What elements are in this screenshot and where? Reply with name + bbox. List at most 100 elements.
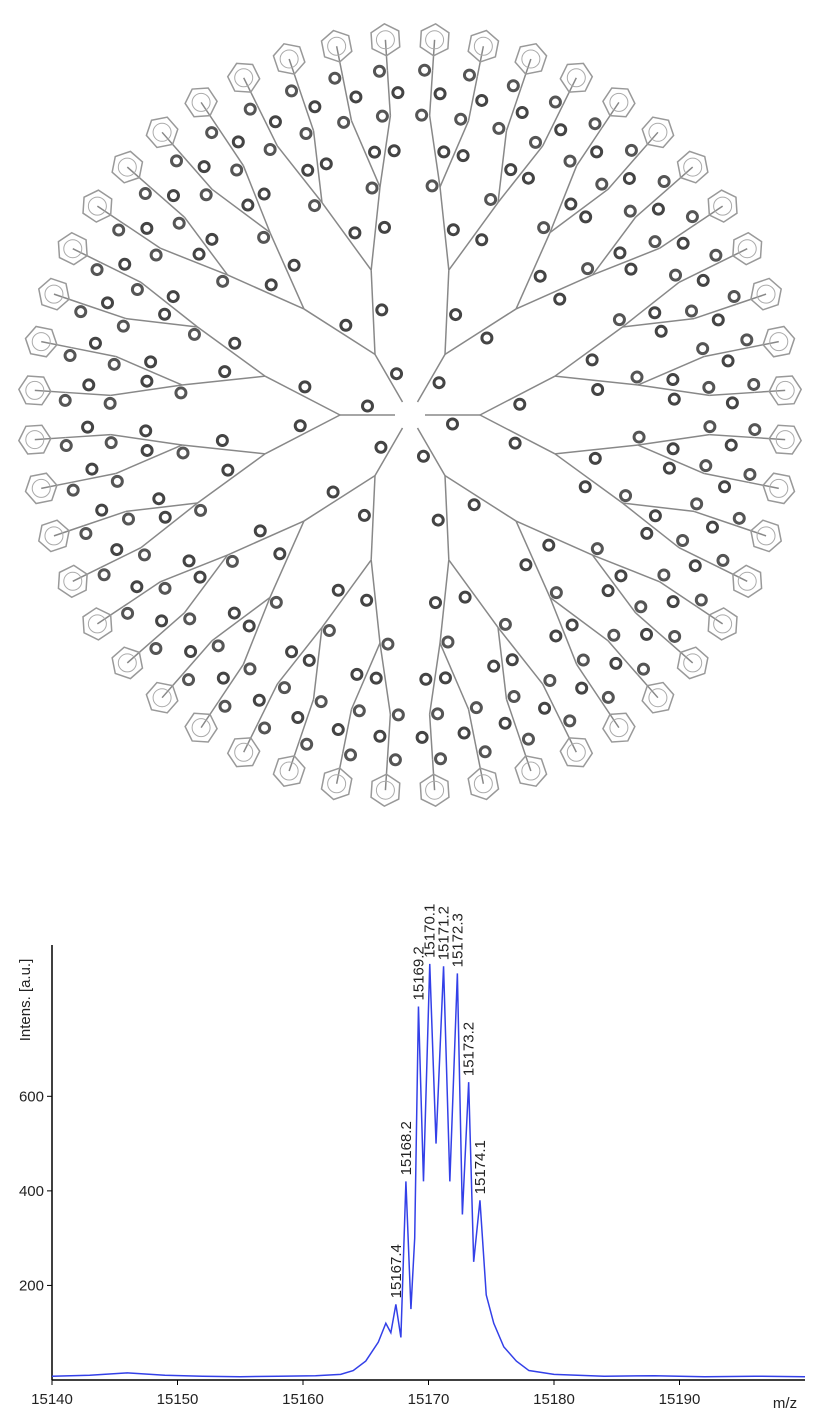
oxygen-atom (692, 499, 702, 509)
oxygen-atom (420, 65, 430, 75)
oxygen-atom (139, 550, 149, 560)
oxygen-atom (265, 144, 275, 154)
oxygen-atom (270, 117, 280, 127)
bond (709, 392, 754, 395)
bond (116, 445, 182, 474)
bond (387, 71, 390, 116)
oxygen-atom (550, 97, 560, 107)
oxygen-atom (597, 179, 607, 189)
oxygen-atom (510, 438, 520, 448)
oxygen-atom (275, 549, 285, 559)
oxygen-atom (354, 706, 364, 716)
oxygen-atom (551, 588, 561, 598)
y-tick-label: 400 (19, 1183, 44, 1200)
oxygen-atom (603, 586, 613, 596)
oxygen-atom (439, 147, 449, 157)
oxygen-atom (367, 183, 377, 193)
oxygen-atom (259, 232, 269, 242)
oxygen-atom (140, 189, 150, 199)
oxygen-atom (659, 177, 669, 187)
oxygen-atom (626, 264, 636, 274)
oxygen-atom (521, 560, 531, 570)
bond (351, 643, 380, 709)
oxygen-atom (745, 469, 755, 479)
bond (277, 146, 322, 203)
oxygen-atom (132, 582, 142, 592)
bond (555, 327, 623, 376)
bond (709, 435, 754, 438)
oxygen-atom (587, 355, 597, 365)
oxygen-atom (106, 438, 116, 448)
oxygen-atom (132, 284, 142, 294)
bond (638, 445, 704, 474)
bond (608, 641, 638, 675)
oxygen-atom (142, 376, 152, 386)
bond (351, 121, 380, 187)
oxygen-atom (580, 482, 590, 492)
oxygen-atom (393, 88, 403, 98)
oxygen-atom (87, 464, 97, 474)
y-tick-label: 600 (19, 1088, 44, 1105)
oxygen-atom (469, 500, 479, 510)
oxygen-atom (189, 329, 199, 339)
oxygen-atom (435, 89, 445, 99)
x-tick-label: 15150 (157, 1391, 199, 1408)
oxygen-atom (185, 614, 195, 624)
oxygen-atom (609, 630, 619, 640)
oxygen-atom (207, 234, 217, 244)
bond (228, 275, 304, 309)
oxygen-atom (448, 419, 458, 429)
oxygen-atom (316, 697, 326, 707)
oxygen-atom (184, 556, 194, 566)
oxygen-atom (616, 571, 626, 581)
oxygen-atom (480, 747, 490, 757)
oxygen-atom (60, 395, 70, 405)
bond (141, 282, 198, 327)
bond (440, 643, 469, 709)
oxygen-atom (287, 86, 297, 96)
oxygen-atom (456, 114, 466, 124)
oxygen-atom (389, 146, 399, 156)
bond (638, 356, 704, 385)
oxygen-atom (701, 461, 711, 471)
oxygen-atom (687, 212, 697, 222)
oxygen-atom (377, 305, 387, 315)
oxygen-atom (578, 655, 588, 665)
bond (116, 356, 182, 385)
oxygen-atom (678, 536, 688, 546)
bond (371, 476, 375, 560)
oxygen-atom (698, 275, 708, 285)
oxygen-atom (339, 117, 349, 127)
bond (516, 233, 550, 309)
oxygen-atom (105, 398, 115, 408)
oxygen-atom (220, 701, 230, 711)
oxygen-atom (178, 448, 188, 458)
oxygen-atom (581, 212, 591, 222)
bond (183, 156, 213, 190)
oxygen-atom (696, 595, 706, 605)
oxygen-atom (749, 379, 759, 389)
oxygen-atom (464, 70, 474, 80)
oxygen-atom (459, 728, 469, 738)
oxygen-atom (592, 147, 602, 157)
bond (636, 188, 670, 218)
oxygen-atom (750, 425, 760, 435)
oxygen-atom (458, 151, 468, 161)
oxygen-atom (590, 119, 600, 129)
oxygen-atom (713, 315, 723, 325)
oxygen-atom (451, 310, 461, 320)
oxygen-atom (729, 292, 739, 302)
oxygen-atom (112, 476, 122, 486)
oxygen-atom (659, 570, 669, 580)
bond (371, 270, 375, 354)
bond (440, 121, 469, 187)
oxygen-atom (566, 199, 576, 209)
aromatic-ring (118, 158, 136, 176)
oxygen-atom (421, 674, 431, 684)
oxygen-atom (494, 123, 504, 133)
oxygen-atom (184, 675, 194, 685)
spectrum: Intens. [a.u.] m/z 200400600151401515015… (17, 904, 805, 1412)
oxygen-atom (168, 191, 178, 201)
oxygen-atom (376, 442, 386, 452)
oxygen-atom (523, 173, 533, 183)
